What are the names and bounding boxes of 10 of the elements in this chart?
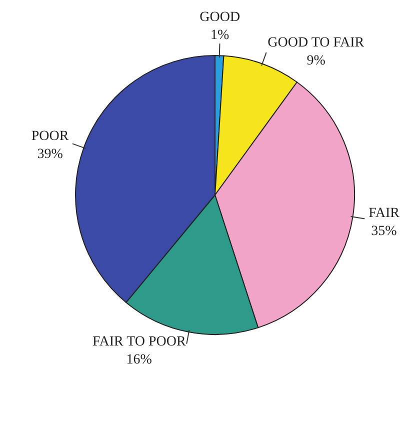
data-label: 35% bbox=[371, 224, 398, 239]
data-label: 39% bbox=[37, 147, 64, 162]
slice-label: GOOD TO FAIR bbox=[268, 35, 365, 50]
data-label: 1% bbox=[210, 28, 230, 44]
data-label: 16% bbox=[126, 352, 152, 368]
slice-label: POOR bbox=[31, 129, 70, 144]
slice-label: FAIR bbox=[368, 206, 400, 221]
slice-label: GOOD bbox=[200, 10, 240, 26]
slice-label: FAIR TO POOR bbox=[92, 334, 187, 350]
data-label: 9% bbox=[306, 53, 326, 68]
